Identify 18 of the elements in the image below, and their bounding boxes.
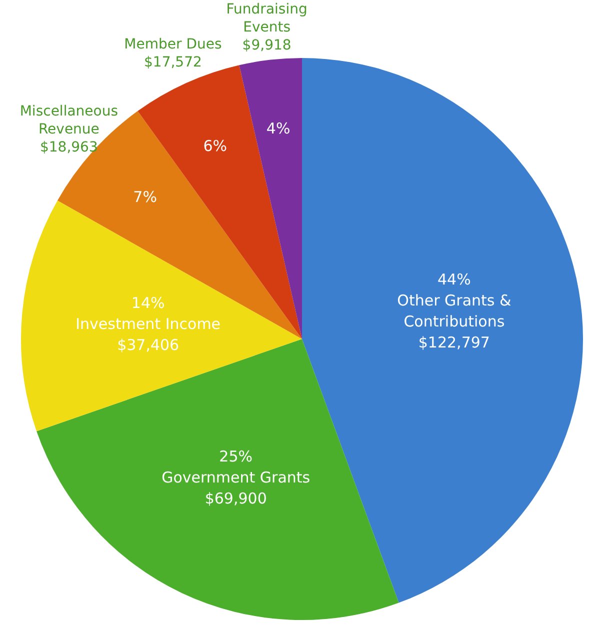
slice-label: Other Grants & Contributions [397, 291, 512, 330]
text: 14% [131, 294, 165, 312]
slice-label: Miscellaneous Revenue [20, 104, 118, 138]
data-label: $122,797 [418, 333, 490, 352]
text: 4% [266, 119, 290, 138]
data-label: $9,918 [242, 38, 292, 54]
data-label: $37,406 [117, 336, 180, 354]
text: 44% [437, 270, 471, 288]
slice-label: Government Grants [162, 468, 310, 487]
data-label: $18,963 [40, 140, 98, 156]
slice-label: Fundraising Events [226, 2, 308, 36]
text: 25% [219, 448, 253, 466]
data-label: $17,572 [144, 54, 202, 70]
slice-label: Member Dues [124, 36, 222, 52]
text: 6% [203, 136, 228, 155]
slice-label: Investment Income [76, 314, 221, 333]
text: 7% [133, 188, 157, 206]
data-label: $69,900 [204, 490, 267, 508]
